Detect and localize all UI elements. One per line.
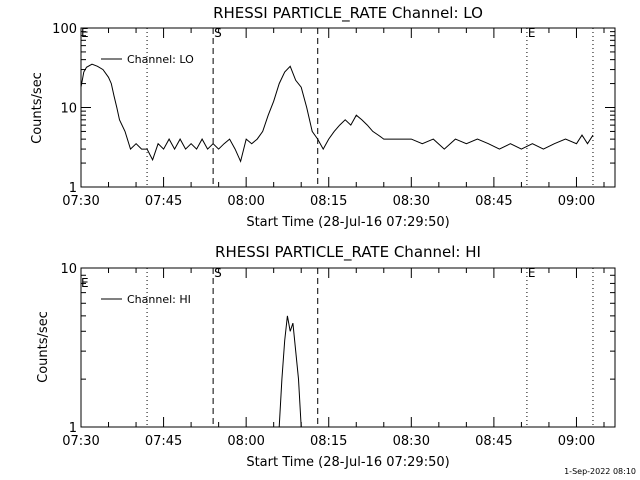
x-tick-label: 07:30: [62, 434, 99, 449]
plot-frame: [80, 27, 616, 188]
plot-lo-channel: RHESSI PARTICLE_RATE Channel: LO Counts/…: [30, 4, 616, 230]
marker-label: S: [214, 26, 222, 40]
plot-frame: [80, 267, 616, 428]
x-tick-label: 08:30: [393, 434, 430, 449]
x-tick-label: 08:45: [475, 434, 512, 449]
y-tick-label: 10: [60, 262, 77, 277]
y-tick-label: 1: [69, 421, 77, 436]
x-tick-label: 09:00: [558, 194, 595, 209]
y-tick-label: 100: [52, 22, 77, 37]
x-tick-label: 08:00: [227, 194, 264, 209]
x-tick-label: 07:45: [145, 434, 182, 449]
legend-label: Channel: LO: [127, 53, 194, 66]
x-tick-label: 08:00: [227, 434, 264, 449]
y-tick-label: 1: [69, 181, 77, 196]
series-line: [278, 315, 302, 428]
series-line: [80, 63, 594, 163]
y-tick-label: 10: [60, 102, 77, 117]
plot-hi-channel: RHESSI PARTICLE_RATE Channel: HI Counts/…: [36, 243, 616, 470]
x-tick-label: 09:00: [558, 434, 595, 449]
x-tick-label: 08:15: [310, 434, 347, 449]
legend-label: Channel: HI: [127, 293, 191, 306]
y-axis-label: Counts/sec: [36, 311, 51, 383]
x-tick-label: 07:45: [145, 194, 182, 209]
corner-label: E: [81, 26, 89, 40]
chart-title: RHESSI PARTICLE_RATE Channel: LO: [213, 4, 483, 23]
y-axis-label: Counts/sec: [30, 72, 45, 144]
footer-timestamp: 1-Sep-2022 08:10: [564, 467, 636, 476]
x-tick-label: 08:15: [310, 194, 347, 209]
x-tick-label: 07:30: [62, 194, 99, 209]
x-axis-label: Start Time (28-Jul-16 07:29:50): [246, 215, 449, 230]
chart-title: RHESSI PARTICLE_RATE Channel: HI: [215, 243, 481, 262]
marker-label: E: [528, 266, 536, 280]
marker-label: E: [528, 26, 536, 40]
x-tick-label: 08:30: [393, 194, 430, 209]
x-tick-label: 08:45: [475, 194, 512, 209]
marker-label: S: [214, 266, 222, 280]
x-axis-label: Start Time (28-Jul-16 07:29:50): [246, 455, 449, 470]
